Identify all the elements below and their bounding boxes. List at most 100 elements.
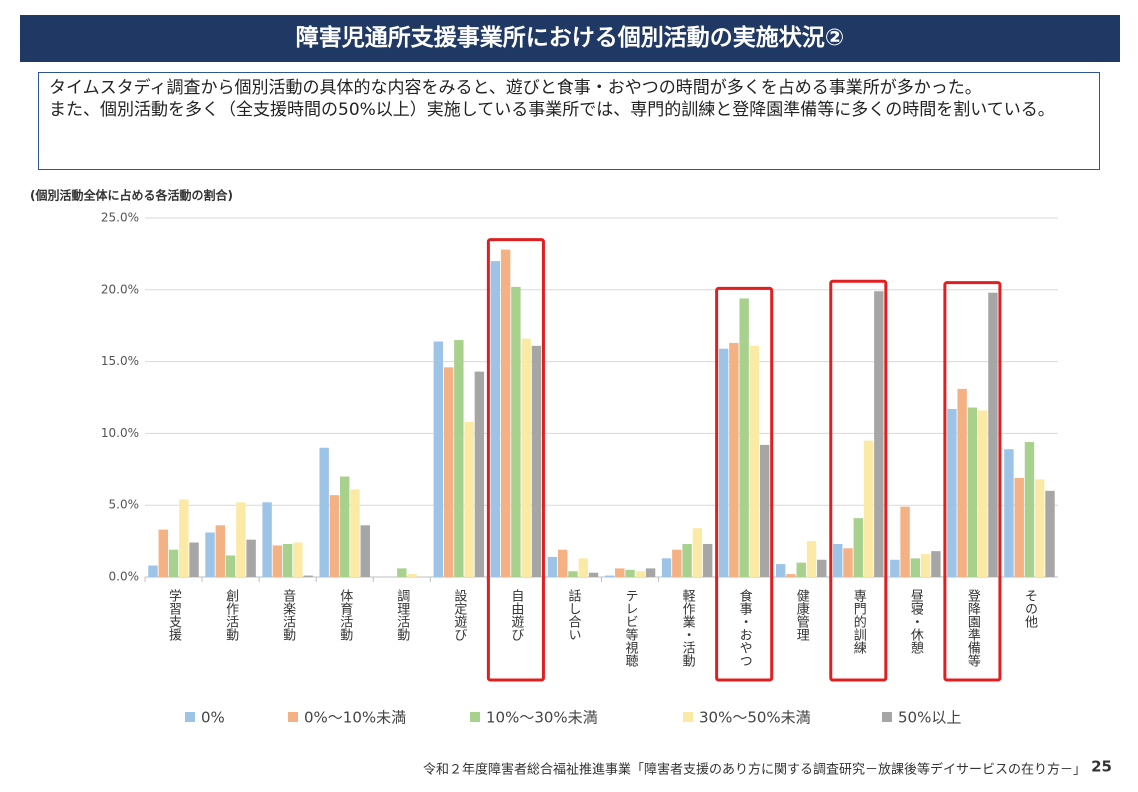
bar: [557, 549, 568, 577]
bar: [225, 555, 236, 577]
bar: [397, 568, 407, 577]
x-tick-label: 学習支援: [166, 588, 182, 641]
bar: [1045, 490, 1055, 577]
bar: [293, 542, 303, 577]
x-tick-label: 音楽活動: [280, 588, 296, 642]
bar: [282, 543, 293, 577]
bar: [215, 525, 226, 577]
y-tick-label: 5.0%: [109, 498, 140, 512]
bar: [739, 298, 749, 577]
bar: [189, 542, 199, 577]
y-axis-title: (個別活動全体に占める各活動の割合): [30, 188, 233, 203]
bar: [625, 569, 635, 577]
bar: [863, 440, 874, 577]
bar: [588, 572, 599, 577]
x-tick-label: 健康管理: [794, 589, 810, 641]
bar: [967, 407, 978, 577]
bar: [672, 549, 682, 577]
bar: [236, 502, 246, 577]
bar: [661, 558, 672, 577]
bar: [360, 525, 370, 577]
highlight-box: [715, 286, 774, 682]
bar: [511, 286, 521, 577]
bar: [329, 495, 340, 577]
bar: [729, 342, 739, 577]
bar: [635, 571, 646, 577]
bar: [340, 476, 350, 577]
bar: [817, 559, 827, 577]
bar: [303, 575, 313, 577]
y-tick-label: 25.0%: [101, 211, 139, 225]
legend-swatch: [882, 712, 892, 722]
legend-label: 0%: [201, 709, 225, 727]
x-tick-label: 調理活動: [394, 589, 410, 642]
bar: [407, 574, 417, 577]
bar: [806, 541, 817, 577]
summary-text: タイムスタディ調査から個別活動の具体的な内容をみると、遊びと食事・おやつの時間が…: [49, 78, 982, 98]
x-tick-label: 体育活動: [337, 589, 353, 642]
legend-label: 50%以上: [898, 709, 961, 727]
bar: [1035, 479, 1045, 577]
bar: [786, 574, 796, 577]
bar: [1024, 442, 1035, 577]
bar: [521, 338, 531, 577]
bar: [843, 548, 853, 577]
bar: [547, 556, 558, 577]
bar: [578, 558, 588, 577]
y-tick-label: 10.0%: [101, 426, 139, 440]
bar: [272, 545, 283, 577]
bar: [604, 575, 615, 577]
bar: [1014, 477, 1024, 577]
bar: [645, 568, 656, 577]
bar: [977, 410, 988, 577]
bar: [718, 348, 729, 577]
summary-box: タイムスタディ調査から個別活動の具体的な内容をみると、遊びと食事・おやつの時間が…: [38, 72, 1100, 170]
bar: [158, 529, 168, 577]
x-tick-label: その他: [1022, 589, 1038, 629]
bar: [957, 388, 967, 577]
bar: [759, 444, 770, 577]
legend-swatch: [683, 712, 693, 722]
legend-swatch: [470, 712, 480, 722]
bar: [890, 559, 900, 577]
x-tick-label: 軽作業・活動: [680, 589, 696, 668]
bar: [205, 532, 215, 577]
legend-label: 10%～30%未満: [486, 709, 598, 727]
x-tick-label: 話し合い: [565, 588, 581, 641]
bar: [464, 421, 474, 577]
y-tick-label: 20.0%: [101, 282, 139, 296]
x-tick-label: 昼寝・休憩: [908, 589, 924, 654]
bar: [796, 562, 806, 577]
x-tick-label: 自由遊び: [508, 589, 524, 641]
bar: [531, 345, 542, 577]
legend-label: 0%～10%未満: [304, 709, 406, 727]
bar: [454, 340, 464, 577]
bar: [702, 543, 713, 577]
bar: [1004, 449, 1014, 577]
y-tick-label: 15.0%: [101, 354, 139, 368]
highlight-box: [943, 281, 1002, 682]
legend-label: 30%～50%未満: [699, 709, 811, 727]
bar: [568, 571, 578, 577]
bar: [246, 539, 256, 577]
bar: [433, 341, 444, 577]
x-tick-label: 設定遊び: [451, 588, 467, 641]
bar: [947, 408, 957, 577]
bar: [443, 367, 454, 577]
bar: [490, 261, 501, 577]
bar: [319, 447, 329, 577]
x-tick-label: 専門的訓練: [851, 589, 867, 654]
bar: [500, 249, 511, 578]
bar: [148, 565, 158, 577]
legend-swatch: [288, 712, 298, 722]
bar: [910, 558, 921, 577]
highlight-box: [829, 279, 888, 682]
page-number: 25: [1091, 758, 1112, 776]
legend-swatch: [185, 712, 195, 722]
footer: 令和２年度障害者総合福祉推進事業「障害者支援のあり方に関する調査研究－放課後等デ…: [423, 762, 1086, 778]
bar: [692, 528, 703, 577]
bar: [874, 291, 884, 577]
summary-text: また、個別活動を多く（全支援時間の50%以上）実施している事業所では、専門的訓練…: [49, 100, 1055, 120]
